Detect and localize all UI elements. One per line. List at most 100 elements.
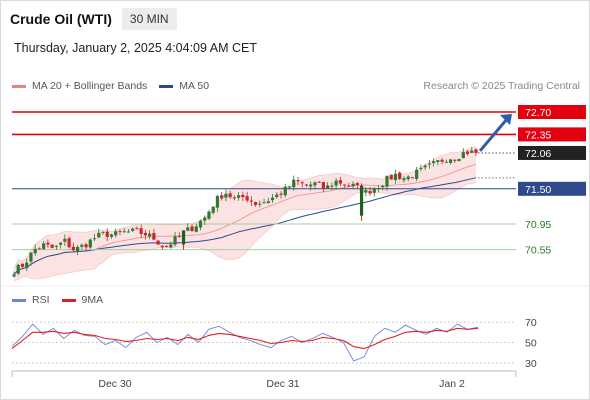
candle-body [470, 150, 474, 153]
candle-body [385, 175, 389, 187]
rsi-line [11, 323, 479, 362]
rsi-tick-label-1: 50 [525, 338, 537, 350]
candle-body [203, 217, 207, 221]
candle-body [292, 179, 296, 188]
candle-body [381, 185, 385, 188]
candle-body [25, 262, 29, 269]
candle-body [262, 202, 266, 204]
candle-body [114, 231, 118, 236]
candle-body [194, 226, 198, 232]
candle-body [211, 206, 215, 213]
candle-body [444, 161, 448, 163]
rsi-9ma-line [11, 327, 479, 350]
candle-body [46, 242, 50, 245]
candle-body [461, 152, 465, 159]
candle-body [190, 226, 194, 232]
level-label-2: 72.06 [525, 148, 551, 160]
candle-body [326, 185, 330, 189]
candle-body [220, 195, 224, 199]
candle-body [215, 195, 220, 208]
candle-body [279, 193, 283, 195]
candle-body [309, 184, 313, 187]
candle-body [334, 180, 338, 186]
legend-swatch-rsi [12, 298, 26, 302]
candles-group [12, 146, 478, 278]
candle-body [131, 228, 135, 231]
level-label-bg-0 [518, 105, 586, 119]
candle-body [266, 201, 270, 204]
level-label-0: 72.70 [525, 107, 551, 119]
rsi-tick-label-0: 70 [525, 317, 537, 329]
candle-body [415, 169, 419, 179]
candle-body [29, 252, 33, 262]
legend-label-9ma: 9MA [81, 294, 104, 306]
legend-item-ma50: MA 50 [159, 80, 209, 92]
candle-body [440, 159, 444, 162]
candle-body [296, 180, 300, 182]
support-label-5: 70.55 [525, 245, 551, 257]
candle-body [249, 200, 253, 202]
instrument-title: Crude Oil (WTI) [10, 11, 112, 27]
level-label-bg-1 [518, 127, 586, 142]
legend-label-bollinger: MA 20 + Bollinger Bands [32, 80, 148, 92]
level-label-bg-3 [518, 181, 586, 196]
legend-item-bollinger: MA 20 + Bollinger Bands [12, 80, 147, 92]
candle-body [198, 220, 203, 228]
candle-body [177, 235, 181, 237]
legend-swatch-9ma [61, 298, 76, 302]
candle-body [410, 177, 415, 179]
candle-body [453, 159, 457, 161]
candle-body [330, 185, 334, 187]
candle-body [186, 227, 190, 231]
candle-body [241, 194, 245, 198]
legend-label-rsi: RSI [32, 294, 50, 306]
level-label-3: 71.50 [525, 184, 551, 196]
chart-header: Crude Oil (WTI) 30 MIN [10, 7, 177, 31]
legend-swatch-bollinger [12, 84, 26, 88]
chart-datetime: Thursday, January 2, 2025 4:04:09 AM CET [14, 41, 257, 55]
candle-body [156, 240, 160, 245]
legend-item-9ma: 9MA [61, 294, 104, 306]
rsi-tick-label-2: 30 [525, 358, 537, 370]
candle-body [393, 173, 398, 181]
candle-body [75, 246, 80, 252]
legend-label-ma50: MA 50 [179, 80, 210, 92]
candle-body [355, 183, 359, 186]
candle-body [101, 231, 105, 233]
candle-body [398, 172, 402, 180]
candle-body [160, 245, 164, 248]
candle-body [364, 190, 368, 193]
candle-body [33, 248, 37, 254]
time-tick-label-1: Dec 31 [266, 378, 299, 390]
timeframe-badge[interactable]: 30 MIN [121, 8, 177, 30]
candle-body [423, 165, 427, 168]
candle-body [432, 161, 436, 163]
candle-body [406, 176, 410, 180]
candle-body [317, 181, 321, 183]
support-label-4: 70.95 [525, 219, 551, 231]
candle-body [448, 159, 453, 163]
rsi-legend: RSI 9MA [12, 294, 115, 306]
candle-body [419, 167, 423, 169]
candle-body [105, 231, 109, 237]
candle-body [63, 238, 67, 242]
price-legend: MA 20 + Bollinger Bands MA 50 [12, 80, 221, 92]
candle-body [80, 244, 84, 247]
candle-body [313, 182, 317, 186]
candle-body [351, 183, 355, 187]
candle-body [135, 228, 139, 230]
candle-body [338, 180, 342, 184]
candle-body [275, 194, 279, 198]
time-tick-label-0: Dec 30 [98, 378, 131, 390]
ma50-line [13, 177, 477, 275]
candle-body [169, 244, 173, 248]
candle-body [139, 228, 143, 234]
candle-body [465, 151, 470, 154]
candle-body [372, 188, 376, 193]
candle-body [228, 193, 232, 198]
candle-body [152, 233, 156, 240]
candle-body [347, 185, 351, 187]
candle-body [59, 242, 63, 245]
candle-body [304, 184, 309, 186]
candle-body [427, 163, 431, 165]
